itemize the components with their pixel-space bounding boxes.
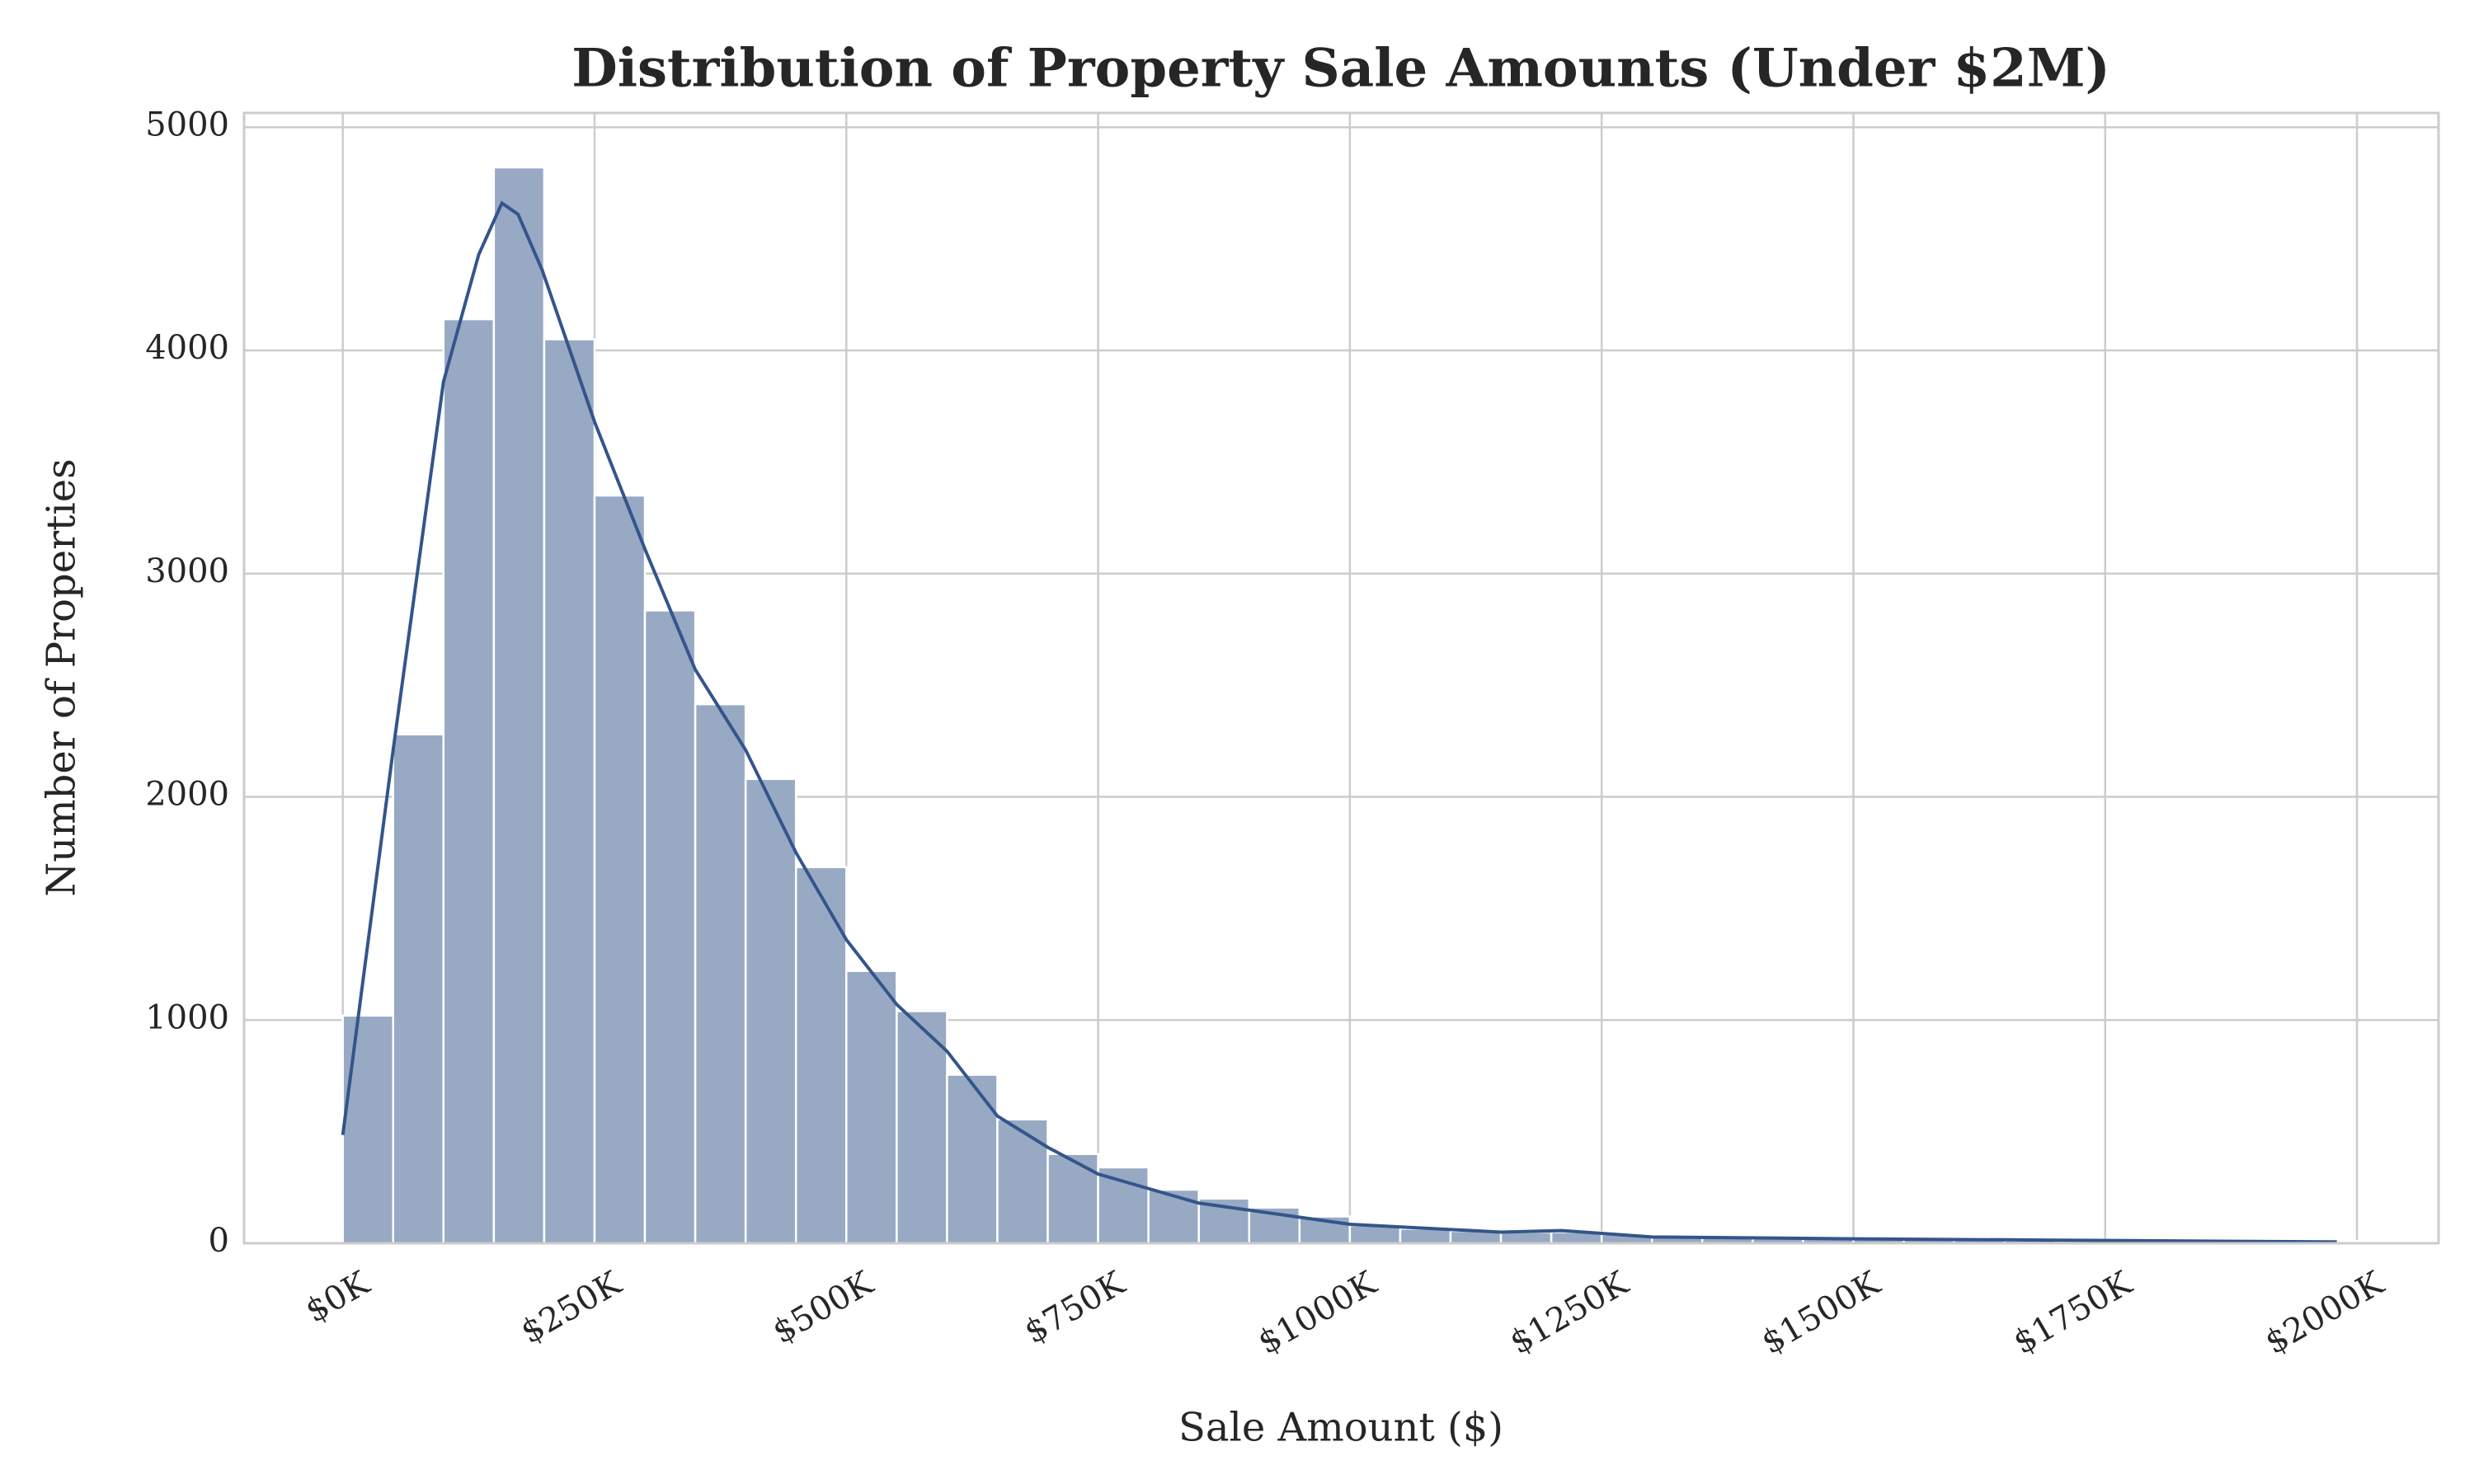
y-tick-label: 4000 — [145, 329, 229, 367]
bar — [1147, 1188, 1200, 1245]
y-tick-label: 2000 — [145, 776, 229, 814]
bar — [1499, 1231, 1553, 1245]
bar — [442, 317, 496, 1245]
bar — [392, 733, 445, 1245]
x-tick-label: $250K — [515, 1264, 628, 1351]
bar — [794, 866, 848, 1245]
plot-frame — [242, 111, 2440, 1245]
bar — [1097, 1166, 1150, 1245]
bar — [341, 1014, 394, 1245]
y-tick-label: 5000 — [145, 106, 229, 143]
x-tick-label: $0K — [299, 1264, 377, 1331]
x-tick-label: $1750K — [2007, 1264, 2139, 1362]
bar — [996, 1118, 1049, 1245]
bar — [593, 494, 647, 1245]
bar — [543, 338, 596, 1245]
chart-title: Distribution of Property Sale Amounts (U… — [571, 38, 2110, 100]
x-axis-label: Sale Amount ($) — [1178, 1405, 1503, 1451]
bar — [744, 777, 797, 1245]
y-axis-label: Number of Properties — [39, 458, 85, 897]
x-tick-label: $1250K — [1503, 1264, 1635, 1362]
x-tick-label: $500K — [766, 1264, 880, 1351]
x-tick-label: $750K — [1018, 1264, 1132, 1351]
bar — [694, 702, 747, 1245]
bar — [492, 166, 546, 1245]
bar — [946, 1073, 999, 1245]
y-tick-label: 3000 — [145, 552, 229, 590]
x-tick-label: $1000K — [1252, 1264, 1384, 1362]
y-tick-label: 1000 — [145, 998, 229, 1036]
x-tick-label: $2000K — [2259, 1264, 2391, 1362]
bar — [1047, 1153, 1099, 1245]
bar — [845, 970, 898, 1245]
bar — [1399, 1228, 1452, 1245]
bar — [643, 609, 697, 1245]
y-tick-label: 0 — [209, 1222, 229, 1260]
kde-line — [341, 200, 2337, 1244]
x-tick-label: $1500K — [1755, 1264, 1887, 1362]
